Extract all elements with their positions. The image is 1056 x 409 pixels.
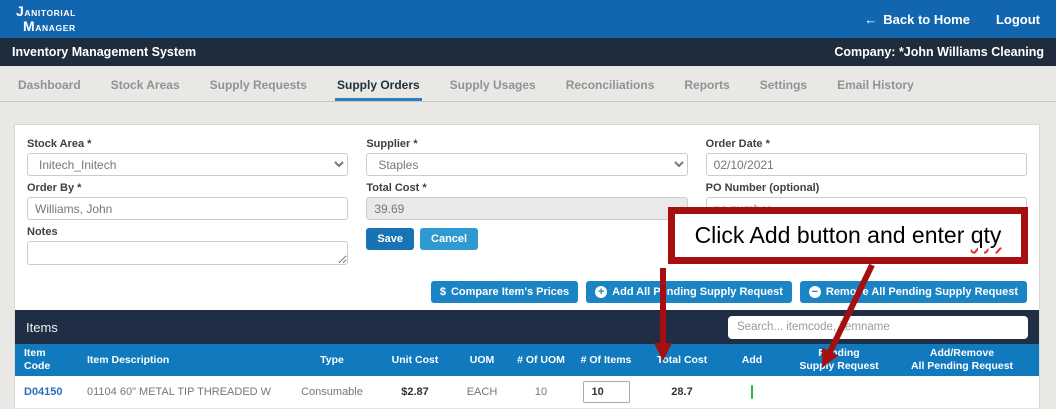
remove-all-pending-button[interactable]: − Remove All Pending Supply Request [799,281,1027,303]
back-arrow-icon: ← [864,11,878,27]
items-search-input[interactable] [728,315,1028,339]
stock-area-label: Stock Area * [27,138,92,150]
annotation-qty-word: qty [970,222,1002,248]
col-unit-cost: Unit Cost [391,353,439,366]
add-cell [723,385,781,400]
compare-items-prices-label: Compare Item's Prices [450,286,570,298]
minus-circle-icon: − [808,286,821,298]
tab-settings[interactable]: Settings [759,78,808,92]
item-code-link[interactable]: D04150 [24,386,63,399]
items-panel-title: Items [26,319,58,335]
item-code-cell: D04150 [15,386,75,398]
logo-line-2: Manager [23,18,76,34]
cancel-button[interactable]: Cancel [420,228,479,250]
nav-tabs: Dashboard Stock Areas Supply Requests Su… [0,66,1056,102]
col-item-description: Item Description [87,353,170,366]
tab-supply-usages[interactable]: Supply Usages [449,78,536,92]
total-cost-field: Total Cost * [366,182,688,220]
order-date-field: Order Date * [705,138,1027,176]
uom-cell: EACH [466,386,498,399]
remove-all-pending-label: Remove All Pending Supply Request [825,286,1018,298]
order-date-label: Order Date * [705,138,770,150]
tab-supply-requests[interactable]: Supply Requests [209,78,307,92]
sub-header-bar: Inventory Management System Company: *Jo… [0,38,1056,66]
col-pending-supply-request: Pending Supply Request [799,347,879,373]
notes-field: Notes [27,226,349,270]
items-table-header: Item Code Item Description Type Unit Cos… [15,344,1039,377]
tab-reports[interactable]: Reports [684,78,730,92]
order-date-input[interactable] [705,153,1027,176]
company-label: Company: *John Williams Cleaning [834,45,1044,59]
tab-reconciliations[interactable]: Reconciliations [565,78,655,92]
logo-line-1: Janitorial [16,3,76,20]
add-all-pending-label: Add All Pending Supply Request [612,286,783,298]
unit-cost-cell: $2.87 [401,386,429,399]
back-to-home-label: Back to Home [883,11,970,27]
supplier-field: Supplier * Staples [366,138,688,176]
col-type: Type [320,353,344,366]
notes-textarea[interactable] [27,241,349,265]
annotation-callout: Click Add button and enter qty [668,207,1028,264]
save-button[interactable]: Save [366,228,415,250]
total-cost-input [366,197,688,220]
total-cost-label: Total Cost * [366,182,427,194]
form-col-1: Stock Area * Initech_Initech Order By * … [27,138,349,276]
po-number-label: PO Number (optional) [705,182,820,194]
annotation-text: Click Add button and enter [694,222,971,248]
tab-email-history[interactable]: Email History [837,78,914,92]
col-add-remove-all-pending: Add/Remove All Pending Request [910,347,1014,373]
supplier-select[interactable]: Staples [366,153,688,176]
top-links: ← Back to Home Logout [864,12,1040,27]
order-by-field: Order By * [27,182,349,220]
dollar-icon: $ [439,286,446,298]
num-of-items-cell [571,381,641,404]
col-num-of-uom: # Of UOM [517,353,565,366]
col-uom: UOM [469,353,495,366]
supplier-label: Supplier * [366,138,418,150]
order-form-card: Stock Area * Initech_Initech Order By * … [14,124,1040,409]
type-cell: Consumable [301,386,363,399]
back-to-home-link[interactable]: ← Back to Home [864,12,970,27]
order-by-input[interactable] [27,197,349,220]
form-col-2: Supplier * Staples Total Cost * Save Can… [366,138,688,276]
add-toggle[interactable] [751,385,753,400]
stock-area-select[interactable]: Initech_Initech [27,153,349,176]
table-actions-row: $ Compare Item's Prices + Add All Pendin… [27,281,1027,303]
col-item-code: Item Code [24,347,51,373]
tab-stock-areas[interactable]: Stock Areas [110,78,180,92]
col-num-of-items: # Of Items [580,353,632,366]
logout-link[interactable]: Logout [995,11,1040,27]
num-of-uom-cell: 10 [534,386,548,399]
notes-label: Notes [27,226,58,238]
qty-input[interactable] [582,381,630,404]
col-total-cost: Total Cost [656,353,708,366]
table-row: D04150 01104 60" METAL TIP THREADED W Co… [15,376,1039,409]
tab-dashboard[interactable]: Dashboard [18,78,81,92]
col-add: Add [741,353,763,366]
total-cost-cell: 28.7 [671,386,693,399]
app-logo[interactable]: Janitorial Manager [16,3,76,34]
form-buttons: Save Cancel [366,228,687,250]
compare-items-prices-button[interactable]: $ Compare Item's Prices [430,281,579,303]
item-description-cell: 01104 60" METAL TIP THREADED W [87,386,272,399]
plus-circle-icon: + [595,286,608,298]
items-panel: Items Item Code Item Description Type Un… [15,310,1039,409]
top-header-bar: Janitorial Manager ← Back to Home Logout [0,0,1056,38]
page-title: Inventory Management System [12,45,197,59]
add-all-pending-button[interactable]: + Add All Pending Supply Request [586,281,792,303]
order-by-label: Order By * [27,182,82,194]
stock-area-field: Stock Area * Initech_Initech [27,138,349,176]
tab-supply-orders[interactable]: Supply Orders [334,70,422,101]
items-panel-header: Items [15,310,1039,344]
